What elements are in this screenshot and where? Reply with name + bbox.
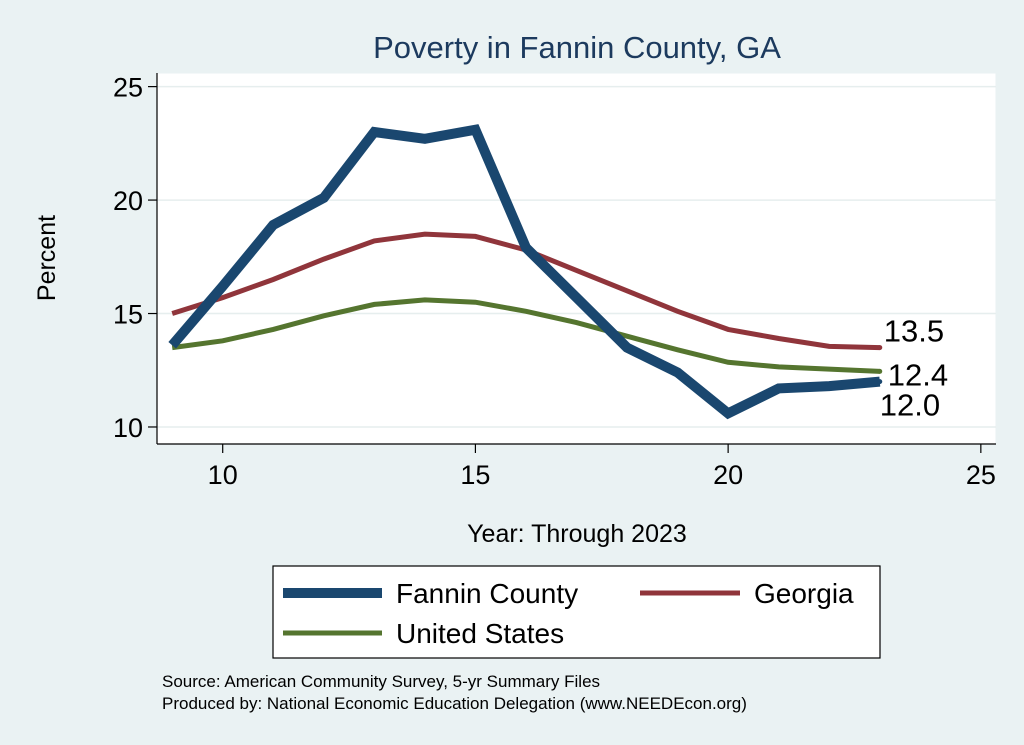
source-note: Source: American Community Survey, 5-yr … bbox=[162, 672, 600, 691]
legend-label-fannin-county: Fannin County bbox=[396, 578, 578, 609]
legend: Fannin County Georgia United States bbox=[272, 565, 881, 659]
legend-label-georgia: Georgia bbox=[754, 578, 854, 609]
produced-by-note: Produced by: National Economic Education… bbox=[162, 694, 747, 713]
x-axis-label: Year: Through 2023 bbox=[467, 520, 687, 548]
series-line-united-states bbox=[171, 297, 880, 374]
y-tick-label: 15 bbox=[113, 300, 143, 330]
ticks: 10 15 20 25 10 15 20 25 bbox=[113, 73, 996, 490]
x-tick-label: 10 bbox=[208, 460, 238, 490]
y-tick-label: 20 bbox=[113, 186, 143, 216]
x-tick-label: 25 bbox=[966, 460, 996, 490]
legend-label-united-states: United States bbox=[396, 618, 564, 649]
end-point-marker bbox=[877, 379, 883, 385]
y-tick-label: 25 bbox=[113, 73, 143, 103]
end-label-united-states: 12.4 bbox=[888, 357, 948, 392]
end-labels: 12.0 13.5 12.4 bbox=[877, 314, 948, 423]
plot-area bbox=[156, 72, 997, 445]
chart-title: Poverty in Fannin County, GA bbox=[373, 30, 781, 65]
end-label-fannin-county: 12.0 bbox=[880, 388, 940, 423]
series-lines bbox=[168, 124, 881, 420]
series-line-fannin-county bbox=[168, 124, 881, 420]
end-label-georgia: 13.5 bbox=[884, 314, 944, 349]
legend-box bbox=[272, 565, 881, 659]
end-point-marker bbox=[877, 368, 883, 374]
end-point-marker bbox=[877, 345, 883, 351]
y-tick-label: 10 bbox=[113, 413, 143, 443]
axes bbox=[156, 73, 996, 445]
gridlines bbox=[157, 85, 996, 428]
x-tick-label: 15 bbox=[460, 460, 490, 490]
x-tick-label: 20 bbox=[713, 460, 743, 490]
y-axis-label: Percent bbox=[33, 215, 61, 301]
